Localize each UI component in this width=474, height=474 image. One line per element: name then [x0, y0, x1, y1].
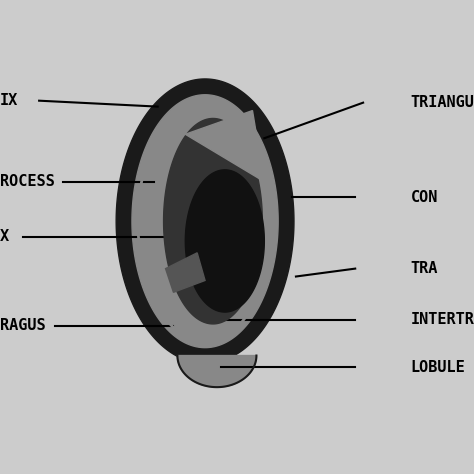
Polygon shape	[164, 118, 262, 324]
Text: ROCESS: ROCESS	[0, 174, 55, 189]
Polygon shape	[132, 95, 278, 347]
Polygon shape	[185, 170, 264, 312]
Text: TRIANGU: TRIANGU	[410, 95, 474, 110]
Polygon shape	[177, 356, 256, 387]
Text: TRA: TRA	[410, 261, 438, 276]
Text: CON: CON	[410, 190, 438, 205]
Text: RAGUS: RAGUS	[0, 319, 45, 333]
Polygon shape	[185, 110, 264, 182]
Text: IX: IX	[0, 93, 18, 108]
Text: INTERTR: INTERTR	[410, 312, 474, 328]
Polygon shape	[165, 253, 205, 292]
Text: X: X	[0, 229, 9, 245]
Polygon shape	[116, 79, 294, 364]
Text: LOBULE: LOBULE	[410, 360, 465, 375]
